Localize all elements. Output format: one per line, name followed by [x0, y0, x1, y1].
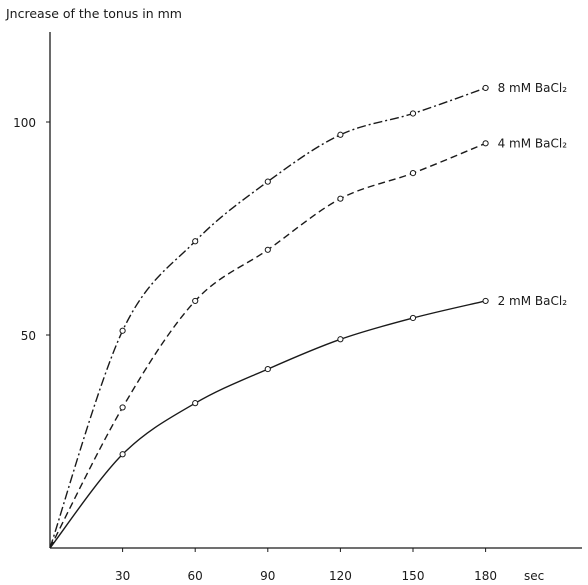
data-point [337, 336, 344, 343]
data-point [409, 110, 417, 117]
data-point [192, 238, 199, 245]
y-tick-label: 100 [13, 116, 36, 130]
data-point [264, 178, 271, 185]
data-point [409, 314, 417, 322]
series-line [49, 142, 486, 549]
series-label: 4 mM BaCl₂ [498, 136, 568, 150]
x-tick-label: 90 [260, 569, 275, 583]
series-line [49, 87, 486, 549]
y-tick-label: 50 [21, 329, 36, 343]
data-point [192, 400, 199, 407]
y-axis-title: Jncrease of the tonus in mm [5, 6, 182, 21]
x-tick-label: 60 [188, 569, 203, 583]
series-group [49, 84, 489, 549]
series-line [49, 300, 486, 549]
data-point [482, 297, 489, 305]
x-unit-label: sec [524, 569, 544, 583]
data-point [192, 297, 199, 305]
series-label: 8 mM BaCl₂ [498, 81, 568, 95]
data-point [482, 84, 489, 92]
data-point [119, 404, 126, 411]
x-tick-label: 120 [329, 569, 352, 583]
x-tick-label: 30 [115, 569, 130, 583]
data-point [482, 140, 489, 147]
data-point [119, 451, 126, 458]
data-point [337, 131, 344, 138]
data-point [264, 246, 271, 253]
data-point [264, 365, 271, 373]
x-tick-label: 180 [474, 569, 497, 583]
series-label: 2 mM BaCl₂ [498, 294, 568, 308]
series-labels: 8 mM BaCl₂ 4 mM BaCl₂ 2 mM BaCl₂ [498, 81, 568, 308]
data-point [337, 195, 344, 202]
data-point [119, 327, 126, 334]
x-ticks: 30 60 90 120 150 180 [115, 548, 497, 583]
y-ticks: 50 100 [13, 116, 50, 343]
x-tick-label: 150 [402, 569, 425, 583]
data-point [409, 170, 417, 177]
